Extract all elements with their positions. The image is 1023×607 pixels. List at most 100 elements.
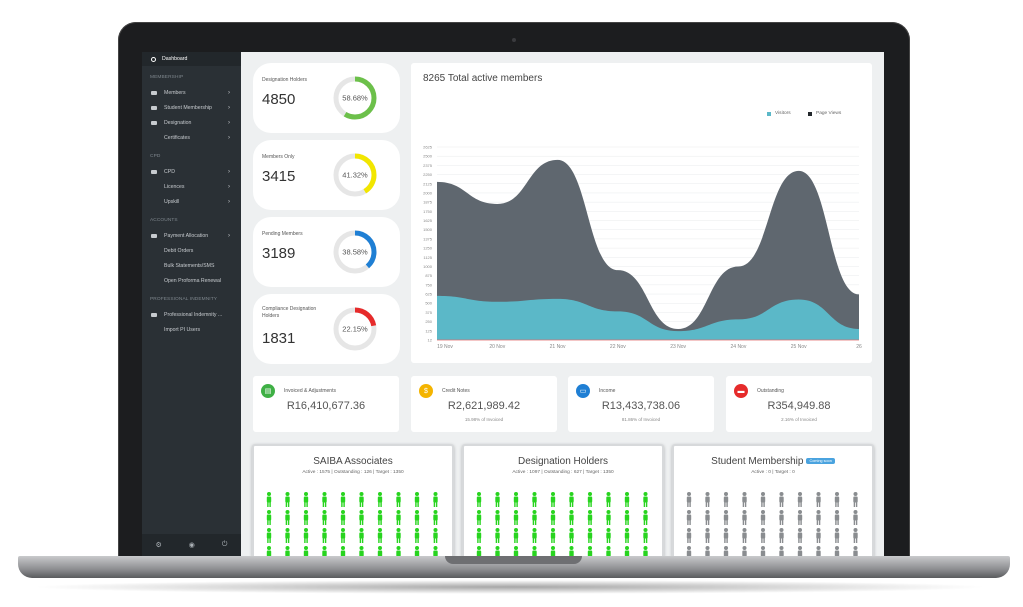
person-icon <box>476 546 482 556</box>
sidebar-item[interactable]: Bulk Statements/SMS <box>142 258 241 273</box>
stat-card[interactable]: Designation Holders 4850 58.68% <box>253 63 400 133</box>
person-icon <box>476 528 482 543</box>
sidebar-item-dashboard[interactable]: Dashboard <box>142 52 241 66</box>
donut-arc <box>333 153 377 197</box>
person-icon <box>340 492 346 507</box>
sidebar-item[interactable]: Members › <box>142 85 241 100</box>
donut-percent: 58.68% <box>342 94 368 103</box>
person-icon <box>532 546 537 556</box>
x-tick-label: 25 Nov <box>791 344 807 350</box>
laptop-notch <box>445 556 582 564</box>
person-icon <box>550 528 556 543</box>
chevron-right-icon: › <box>228 134 230 141</box>
sidebar-item[interactable]: Debit Orders <box>142 243 241 258</box>
person-icon <box>476 510 482 525</box>
summary-card[interactable]: ▭ Income R13,433,738.06 81.86% of Invoiced <box>568 376 714 432</box>
person-icon <box>686 528 692 543</box>
donut-arc <box>333 76 377 120</box>
settings-icon[interactable]: ⚙ <box>155 542 162 549</box>
membership-card[interactable]: Designation Holders Active : 1097 | Outst… <box>462 444 664 556</box>
person-icon <box>414 546 420 556</box>
y-tick-label: 2000 <box>423 190 433 195</box>
person-icon <box>322 528 327 543</box>
summary-label: Outstanding <box>757 388 784 394</box>
power-icon[interactable]: ⏻ <box>221 541 228 548</box>
payment-icon <box>151 233 157 238</box>
membership-card[interactable]: SAIBA Associates Active : 1575 | Outstand… <box>252 444 454 556</box>
person-icon <box>414 528 420 543</box>
person-icon <box>606 510 611 525</box>
membership-card[interactable]: Student Membership Coming soon Active : 0 … <box>672 444 874 556</box>
person-icon <box>396 510 401 525</box>
legend-item-visitors[interactable]: Visitors <box>767 111 791 116</box>
summary-card[interactable]: $ Credit Notes R2,621,989.42 15.98% of Invo… <box>411 376 557 432</box>
legend-item-page-views[interactable]: Page Views <box>808 111 841 116</box>
person-icon <box>266 528 272 543</box>
stat-card[interactable]: Compliance Designation Holders 1831 22.15% <box>253 294 400 364</box>
area-chart: 12 125 250 375 500 625 750 875 1000 1125 1250 1375 1… <box>423 145 862 351</box>
eye-icon[interactable]: ◉ <box>188 542 195 549</box>
donut-percent: 41.32% <box>342 171 368 180</box>
y-tick-label: 2125 <box>423 181 433 186</box>
sidebar-item[interactable]: Professional Indemnity ... <box>142 307 241 322</box>
person-icon <box>513 492 519 507</box>
person-icon <box>433 528 438 543</box>
person-icon <box>396 492 401 507</box>
person-icon <box>285 492 290 507</box>
person-icon <box>433 492 438 507</box>
sidebar-item-label: Upskill <box>164 198 180 205</box>
person-icon <box>853 492 858 507</box>
area-page-views[interactable] <box>437 159 859 340</box>
person-icon <box>377 546 383 556</box>
sidebar-item[interactable]: Student Membership › <box>142 100 241 115</box>
membership-stats: Active : 1097 | Outstanding : 627 | Targ… <box>512 470 614 475</box>
legend-swatch <box>767 111 771 116</box>
person-icon <box>742 510 747 525</box>
stat-card[interactable]: Pending Members 3189 38.58% <box>253 217 400 287</box>
person-icon <box>587 528 593 543</box>
stat-value: 4850 <box>262 91 296 108</box>
summary-label: Income <box>599 388 616 394</box>
sidebar-item[interactable]: CPD › <box>142 164 241 179</box>
legend-swatch <box>808 111 812 116</box>
person-icon <box>643 510 648 525</box>
person-icon <box>359 528 364 543</box>
person-icon <box>476 492 482 507</box>
sidebar-item[interactable]: Open Proforma Renewal <box>142 273 241 288</box>
summary-card[interactable]: ▬ Outstanding R354,949.88 2.16% of Invoiced <box>726 376 872 432</box>
sidebar-item[interactable]: Payment Allocation › <box>142 228 241 243</box>
cash-icon: ▭ <box>576 384 590 398</box>
trend-icon <box>151 169 157 174</box>
person-icon <box>705 492 710 507</box>
sidebar-item[interactable]: Upskill › <box>142 194 241 209</box>
summary-value: R354,949.88 <box>767 400 831 412</box>
y-tick-label: 12 <box>428 338 433 343</box>
area-visitors[interactable] <box>437 295 859 340</box>
y-tick-label: 250 <box>425 319 432 324</box>
person-icon <box>779 528 784 543</box>
person-icon <box>760 546 766 556</box>
person-icon <box>606 546 611 556</box>
person-icon <box>760 510 766 525</box>
sidebar-item-label: CPD <box>164 168 175 175</box>
stat-card[interactable]: Members Only 3415 41.32% <box>253 140 400 210</box>
person-icon <box>285 510 290 525</box>
person-icon <box>396 546 401 556</box>
sidebar-item[interactable]: Designation › <box>142 115 241 130</box>
sidebar-section-title: CPD <box>150 154 161 159</box>
donut-chart: 41.32% <box>333 153 377 197</box>
person-icon <box>495 528 500 543</box>
person-icon <box>834 528 840 543</box>
person-icon <box>495 510 500 525</box>
person-icon <box>643 528 648 543</box>
sidebar-item[interactable]: Licences › <box>142 179 241 194</box>
donut-percent: 22.15% <box>342 325 368 334</box>
person-icon <box>550 492 556 507</box>
person-icon <box>723 546 729 556</box>
summary-card[interactable]: ▤ Invoiced & Adjustments R16,410,677.36 <box>253 376 399 432</box>
invoice-icon: ▤ <box>261 384 275 398</box>
sidebar-item[interactable]: Import PI Users <box>142 322 241 337</box>
designation-icon <box>151 120 157 125</box>
sidebar-item[interactable]: Certificates › <box>142 130 241 145</box>
sidebar-section-title: MEMBERSHIP <box>150 75 184 80</box>
